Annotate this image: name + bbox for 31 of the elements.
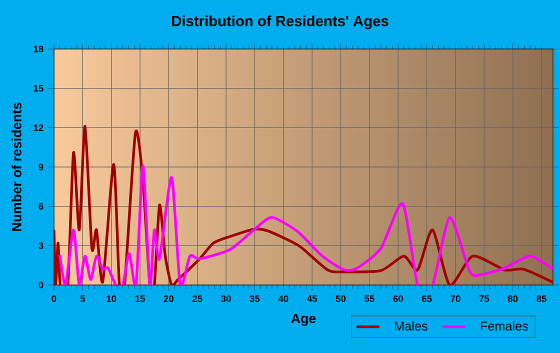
x-tick-label: 70 (450, 295, 460, 302)
x-tick-label: 15 (135, 295, 145, 302)
y-tick-label: 6 (38, 203, 44, 210)
y-tick-label: 9 (38, 164, 44, 170)
y-tick-label: 3 (38, 242, 44, 249)
x-tick-label: 35 (250, 295, 260, 302)
x-tick-label: 65 (422, 295, 432, 302)
legend-label: Females (480, 321, 528, 331)
x-axis-title: Age (291, 314, 316, 326)
x-tick-label: 60 (393, 295, 403, 302)
x-tick-label: 50 (336, 295, 346, 302)
x-tick-label: 25 (192, 295, 202, 302)
x-tick-label: 5 (80, 295, 86, 302)
y-axis-title: Number of residents (12, 102, 22, 231)
x-tick-label: 45 (307, 295, 318, 302)
x-tick-label: 55 (364, 295, 374, 302)
y-tick-label: 12 (34, 124, 44, 131)
y-tick-label: 0 (38, 282, 44, 288)
x-tick-label: 30 (221, 295, 231, 302)
x-tick-label: 0 (52, 295, 56, 302)
legend-label: Males (395, 321, 428, 331)
x-tick-label: 85 (536, 295, 546, 302)
x-tick-label: 10 (106, 295, 116, 302)
y-tick-label: 15 (34, 85, 44, 92)
y-tick-label: 18 (34, 46, 44, 52)
x-tick-label: 80 (508, 295, 518, 302)
chart-title: Distribution of Residents' Ages (172, 15, 388, 30)
line-series (58, 164, 553, 285)
x-tick-label: 20 (164, 295, 174, 302)
x-tick-label: 40 (278, 295, 288, 302)
x-tick-label: 75 (479, 295, 490, 302)
